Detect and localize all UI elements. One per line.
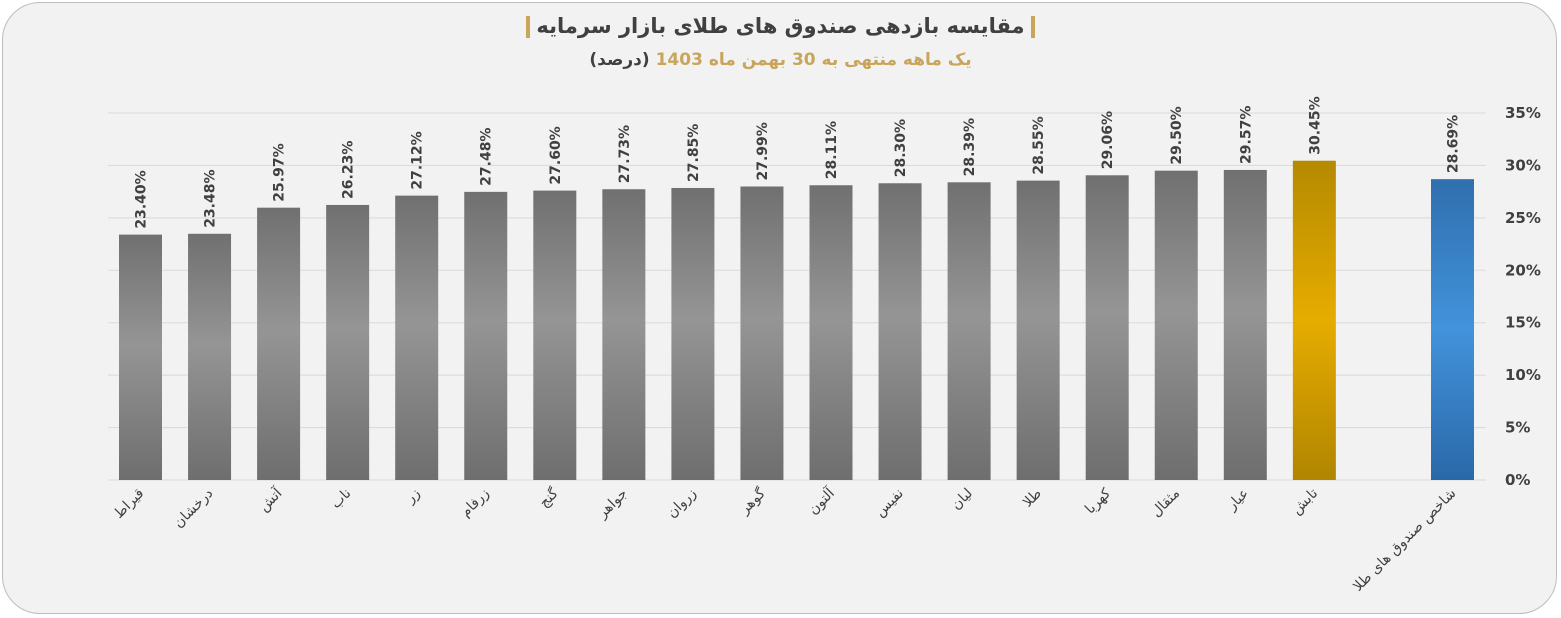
x-category-label: درخشان — [171, 486, 217, 532]
y-axis: 0% 5% 10% 15% 20% 25% 30% 35% — [1505, 104, 1541, 489]
x-category-label: زروان — [664, 486, 700, 522]
x-category-label: آلتون — [805, 484, 839, 518]
x-category-label: لیان — [948, 486, 976, 514]
subtitle-period: یک ماهه منتهی به 30 بهمن ماه 1403 — [655, 50, 972, 70]
bar — [119, 234, 162, 480]
x-category-label: عیار — [1223, 486, 1252, 515]
data-label: 28.30% — [893, 119, 909, 177]
data-label: 28.55% — [1031, 116, 1047, 174]
chart-title-text: مقایسه بازدهی صندوق های طلای بازار سرمای… — [536, 14, 1025, 38]
data-label: 23.40% — [134, 170, 150, 228]
data-label: 28.39% — [962, 118, 978, 176]
bar — [1292, 160, 1336, 480]
bar — [1016, 180, 1060, 480]
data-label: 29.06% — [1100, 111, 1116, 169]
y-tick-label: 5% — [1505, 419, 1530, 437]
data-labels: 23.40% 23.48% 25.97% 26.23% 27.12% 27.48% 27.6… — [134, 96, 1462, 228]
data-label: 26.23% — [341, 141, 357, 199]
chart-title: مقایسه بازدهی صندوق های طلای بازار سرمای… — [0, 14, 1561, 38]
data-label: 28.11% — [824, 121, 840, 179]
x-category-label: ناب — [328, 486, 354, 512]
y-tick-label: 15% — [1505, 314, 1541, 332]
x-category-label: شاخص صندوق های طلا — [1350, 486, 1459, 595]
bar — [188, 233, 232, 480]
x-category-label: کهربا — [1082, 485, 1114, 517]
bar — [533, 190, 577, 480]
y-tick-label: 10% — [1505, 366, 1541, 384]
y-tick-label: 20% — [1505, 261, 1541, 279]
y-tick-label: 25% — [1505, 209, 1541, 227]
title-accent-bar — [1030, 16, 1035, 38]
data-label: 27.85% — [686, 124, 702, 182]
bar — [1085, 175, 1129, 480]
bar — [1154, 170, 1198, 480]
data-label: 30.45% — [1307, 96, 1323, 154]
bar — [809, 185, 853, 480]
bar — [464, 191, 508, 480]
data-label: 27.73% — [617, 125, 633, 183]
data-label: 27.48% — [479, 128, 495, 186]
y-tick-label: 35% — [1505, 104, 1541, 122]
data-label: 27.99% — [755, 122, 771, 180]
data-label: 23.48% — [203, 169, 219, 227]
bar — [1223, 169, 1267, 480]
chart-subtitle: یک ماهه منتهی به 30 بهمن ماه 1403 (درصد) — [0, 50, 1561, 70]
x-category-label: نفیس — [872, 486, 907, 521]
bar — [257, 207, 301, 480]
x-axis: قیراط درخشان آتش ناب زر زرفام گنج جواهر زروان گوه… — [111, 484, 1459, 595]
data-label: 27.60% — [548, 126, 564, 184]
x-category-label: آتش — [255, 484, 286, 515]
x-category-label: زرفام — [458, 486, 493, 521]
x-category-label: گوهر — [736, 485, 769, 518]
bar — [395, 195, 439, 480]
bar — [671, 187, 715, 481]
bar — [326, 204, 370, 480]
data-label: 25.97% — [272, 143, 288, 201]
data-label: 29.50% — [1169, 106, 1185, 164]
bar — [740, 186, 784, 480]
data-label: 27.12% — [410, 131, 426, 189]
x-category-label: قیراط — [111, 486, 147, 522]
data-label: 29.57% — [1238, 106, 1254, 164]
bar — [947, 182, 991, 480]
bar — [1431, 179, 1474, 480]
bar — [602, 189, 646, 480]
x-category-label: گنج — [536, 485, 562, 511]
gridlines — [108, 112, 1486, 481]
subtitle-unit: (درصد) — [589, 50, 650, 70]
y-tick-label: 30% — [1505, 156, 1541, 174]
x-category-label: زر — [402, 486, 424, 508]
bar — [878, 183, 922, 481]
bars — [119, 160, 1474, 481]
title-accent-bar — [526, 16, 531, 38]
x-category-label: تابش — [1289, 485, 1322, 518]
x-category-label: جواهر — [594, 486, 631, 523]
data-label: 28.69% — [1446, 115, 1462, 173]
x-category-label: طلا — [1020, 486, 1045, 511]
x-category-label: مثقال — [1148, 486, 1183, 521]
y-tick-label: 0% — [1505, 471, 1530, 489]
